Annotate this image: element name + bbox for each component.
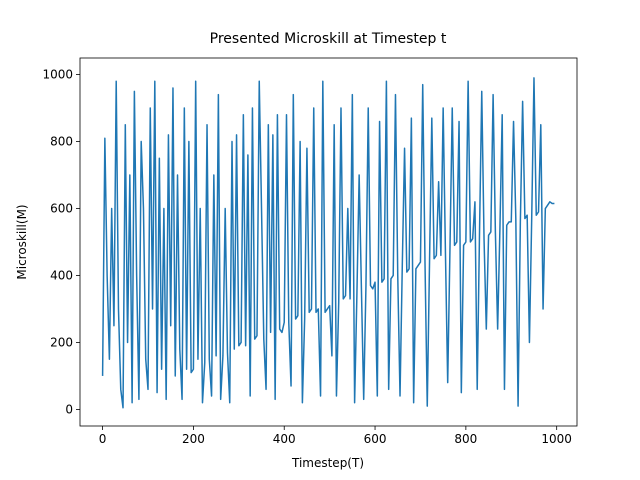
plot-frame <box>79 57 578 427</box>
x-tick-label: 0 <box>99 432 107 446</box>
y-tick-label: 1000 <box>42 68 73 82</box>
data-line <box>101 77 555 409</box>
y-tick-label: 800 <box>50 135 73 149</box>
y-tick-label: 0 <box>65 402 73 416</box>
x-tick-label: 800 <box>454 432 477 446</box>
y-axis-label: Microskill(M) <box>15 204 29 279</box>
x-axis-label: Timestep(T) <box>291 456 364 470</box>
y-tick-label: 400 <box>50 268 73 282</box>
y-tick-label: 200 <box>50 335 73 349</box>
y-tick-label: 600 <box>50 202 73 216</box>
chart-title: Presented Microskill at Timestep t <box>210 31 447 47</box>
x-tick-label: 600 <box>364 432 387 446</box>
x-tick-label: 400 <box>273 432 296 446</box>
x-tick-label: 200 <box>182 432 205 446</box>
x-tick-label: 1000 <box>541 432 572 446</box>
